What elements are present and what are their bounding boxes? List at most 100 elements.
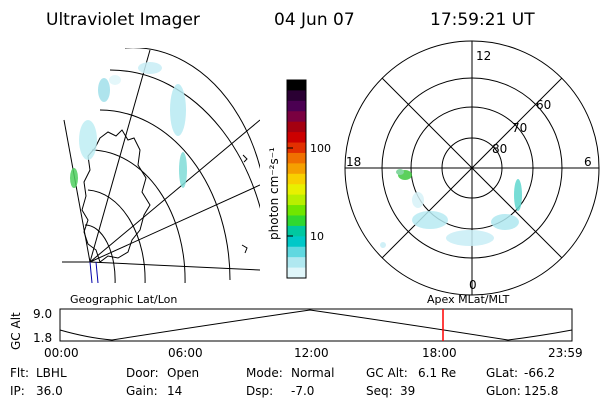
mlt-label-0: 0 (469, 278, 477, 292)
geographic-map-panel: Geographic Lat/Lon (62, 48, 260, 306)
timeline-x-tick: 18:00 (422, 346, 457, 360)
flt-value: LBHL (36, 366, 67, 380)
colorbar-unit-label: photon cm⁻²s⁻¹ (267, 147, 281, 240)
latitude-arc (109, 69, 260, 209)
flt-label: Flt: (10, 366, 29, 380)
colorbar-band (287, 194, 306, 206)
colorbar-band (287, 121, 306, 133)
glon-value: 125.8 (524, 384, 558, 398)
apex-label: Apex MLat/MLT (427, 293, 510, 306)
coastline (241, 244, 248, 254)
instrument-title: Ultraviolet Imager (46, 10, 200, 30)
latitude-arc (91, 149, 186, 283)
colorbar-band (287, 152, 306, 164)
door-value: Open (167, 366, 199, 380)
colorbar-tick-100: 100 (310, 142, 331, 155)
colorbar-tick-10: 10 (310, 230, 324, 243)
pole-marker (89, 261, 93, 283)
gcalt-label: GC Alt: (366, 366, 408, 380)
aurora-emission (109, 75, 121, 85)
image-date: 04 Jun 07 (274, 10, 355, 30)
latitude-arc (84, 224, 116, 283)
colorbar-band (287, 267, 306, 279)
timeline-y-tick-9: 9.0 (33, 307, 52, 321)
colorbar-band (287, 236, 306, 248)
mlat-label-70: 70 (512, 121, 527, 135)
ip-label: IP: (10, 384, 25, 398)
colorbar: 100 10 photon cm⁻²s⁻¹ (267, 79, 331, 279)
mlt-diagonal (381, 77, 563, 259)
gcalt-value: 6.1 Re (418, 366, 456, 380)
colorbar-band (287, 246, 306, 258)
colorbar-band (287, 225, 306, 237)
aurora-emission (170, 84, 186, 136)
door-label: Door: (126, 366, 159, 380)
latitude-arc (99, 109, 231, 281)
aurora-emission (491, 214, 519, 230)
colorbar-band (287, 111, 306, 123)
timeline-x-tick: 23:59 (548, 346, 583, 360)
timeline-axis-label: GC Alt (9, 312, 23, 350)
mode-value: Normal (291, 366, 334, 380)
timeline-frame (59, 308, 573, 342)
gain-value: 14 (167, 384, 182, 398)
glat-value: -66.2 (524, 366, 555, 380)
longitude-line (89, 184, 260, 263)
aurora-emission (70, 168, 78, 188)
timeline-y-tick-1.8: 1.8 (33, 331, 52, 345)
mlt-label-6: 6 (584, 155, 592, 169)
seq-value: 39 (400, 384, 415, 398)
coastline (242, 154, 248, 163)
coastline (81, 129, 151, 263)
status-block: Flt: LBHL IP: 36.0 Door: Open Gain: 14 M… (10, 366, 558, 398)
glon-label: GLon: (486, 384, 521, 398)
colorbar-band (287, 184, 306, 196)
aurora-emission (412, 192, 424, 208)
timeline-x-tick: 12:00 (294, 346, 329, 360)
dsp-value: -7.0 (291, 384, 314, 398)
longitude-line (89, 119, 260, 263)
mlat-label-60: 60 (536, 98, 551, 112)
seq-label: Seq: (366, 384, 393, 398)
altitude-timeline: 9.0 1.8 GC Alt 00:00 06:00 12:00 18:00 2… (9, 307, 583, 360)
pole-marker (95, 261, 99, 283)
colorbar-band (287, 132, 306, 144)
aurora-emission (179, 152, 187, 188)
aurora-emission (446, 230, 494, 246)
aurora-emission (380, 242, 386, 248)
gain-label: Gain: (126, 384, 158, 398)
colorbar-band (287, 142, 306, 154)
geographic-label: Geographic Lat/Lon (70, 293, 177, 306)
aurora-emission (98, 78, 110, 102)
longitude-line (89, 49, 151, 263)
timeline-x-tick: 06:00 (168, 346, 203, 360)
dsp-label: Dsp: (246, 384, 273, 398)
image-time: 17:59:21 UT (430, 10, 535, 30)
mlat-label-80: 80 (492, 142, 507, 156)
colorbar-band (287, 163, 306, 175)
altitude-curve (59, 309, 573, 341)
mlt-label-18: 18 (346, 155, 361, 169)
colorbar-band (287, 215, 306, 227)
timeline-x-tick: 00:00 (44, 346, 79, 360)
mode-label: Mode: (246, 366, 283, 380)
aurora-emission (138, 62, 162, 74)
colorbar-band (287, 80, 306, 92)
colorbar-band (287, 205, 306, 217)
ip-value: 36.0 (36, 384, 63, 398)
colorbar-band (287, 257, 306, 269)
aurora-emission (412, 211, 448, 229)
longitude-line (89, 261, 260, 271)
colorbar-band (287, 90, 306, 102)
colorbar-gradient (287, 80, 306, 279)
glat-label: GLat: (486, 366, 518, 380)
earth-limb (125, 48, 260, 170)
colorbar-frame (286, 79, 307, 279)
polar-mlt-panel (344, 40, 600, 296)
aurora-emission (514, 179, 522, 211)
colorbar-band (287, 173, 306, 185)
aurora-emission (396, 169, 404, 175)
mlt-label-12: 12 (476, 49, 491, 63)
latitude-arc (87, 189, 146, 283)
